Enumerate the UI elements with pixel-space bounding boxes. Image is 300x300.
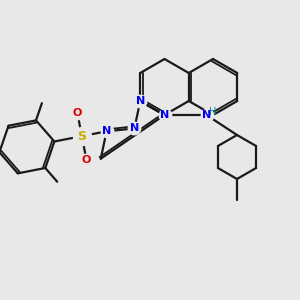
Text: O: O bbox=[73, 108, 82, 118]
Text: N: N bbox=[136, 96, 145, 106]
Text: N: N bbox=[202, 110, 211, 120]
Text: N: N bbox=[160, 110, 169, 120]
Text: S: S bbox=[77, 130, 86, 142]
Text: N: N bbox=[130, 123, 139, 134]
Text: H: H bbox=[209, 107, 216, 117]
Text: O: O bbox=[82, 154, 91, 164]
Text: N: N bbox=[102, 126, 111, 136]
